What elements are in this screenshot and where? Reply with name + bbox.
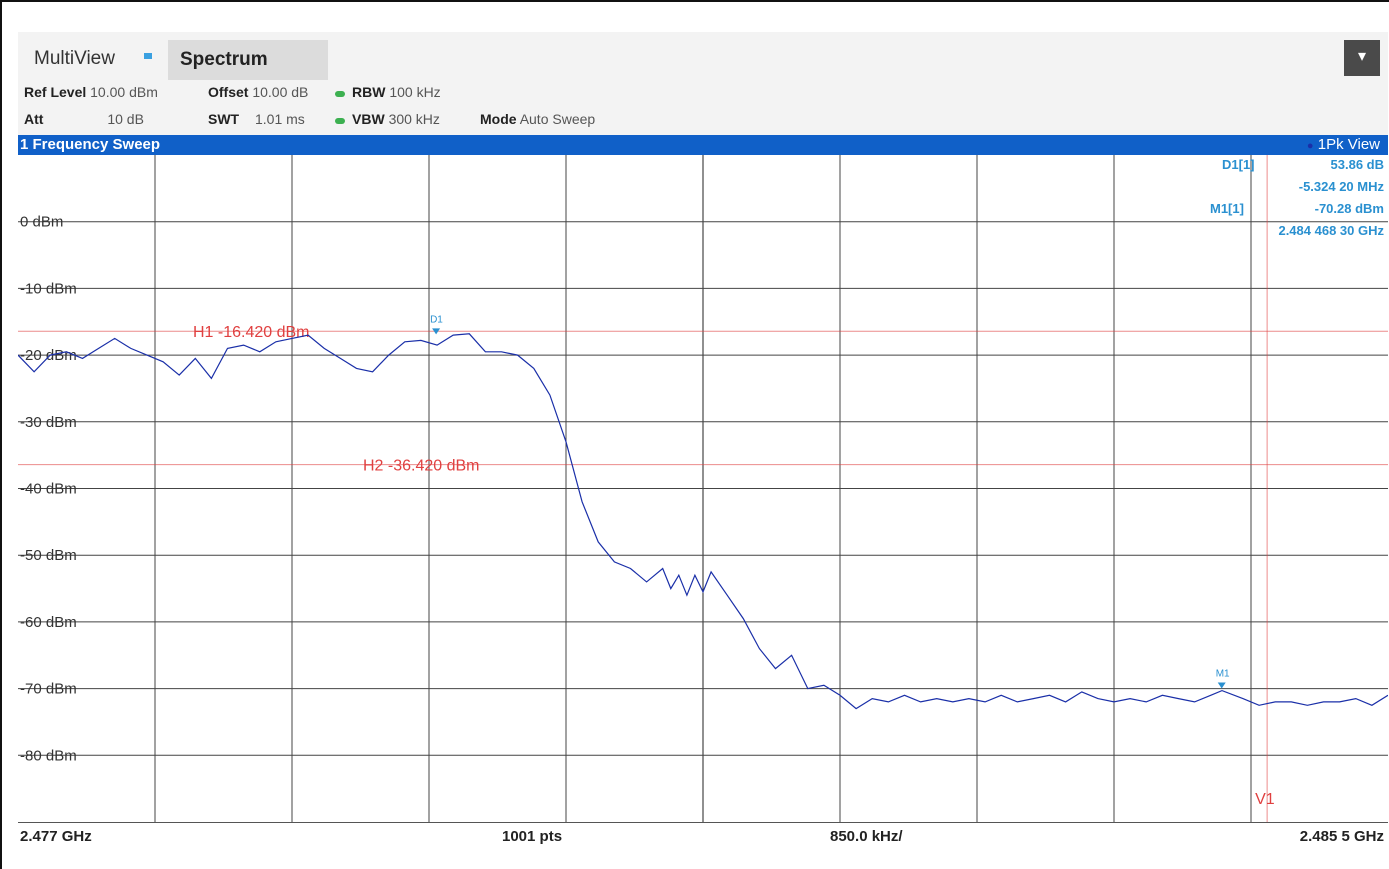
spectrum-trace [18, 333, 1388, 710]
y-tick-label: -40 dBm [20, 481, 77, 498]
marker-icon [432, 328, 441, 335]
y-tick-label: -50 dBm [20, 547, 77, 564]
att-setting[interactable]: Att 10 dB [24, 111, 144, 127]
stop-freq: 2.485 5 GHz [1299, 828, 1384, 845]
rbw-coupled-icon [335, 91, 345, 97]
vbw-setting[interactable]: VBW 300 kHz [352, 111, 440, 127]
m1-name: M1[1] [1210, 201, 1244, 216]
mode-label: Mode [480, 111, 517, 127]
trace-indicator-icon: ● [1306, 140, 1314, 152]
marker-icon [1217, 682, 1226, 689]
spectrum-chart[interactable]: 0 dBm -10 dBm -20 dBm -30 dBm -40 dBm -50 dBm… [18, 155, 1388, 822]
tab-spectrum-label: Spectrum [180, 49, 268, 70]
y-tick-label: -10 dBm [20, 280, 77, 297]
swt-value: 1.01 ms [255, 111, 305, 127]
d1-freq: -5.324 20 MHz [1298, 179, 1384, 194]
offset-setting[interactable]: Offset 10.00 dB [208, 84, 308, 100]
window-title: 1 Frequency Sweep [20, 136, 161, 153]
y-tick-label: 0 dBm [20, 214, 63, 231]
m1-value: -70.28 dBm [1314, 201, 1384, 216]
span-per-div: 850.0 kHz/ [830, 828, 903, 845]
limit-line-label: H2 -36.420 dBm [363, 458, 480, 475]
y-tick-label: -70 dBm [20, 681, 77, 698]
marker-label: D1 [430, 314, 443, 325]
window-title-bar: 1 Frequency Sweep ● 1Pk View [18, 135, 1388, 155]
y-tick-label: -60 dBm [20, 614, 77, 631]
limit-line-label: H1 -16.420 dBm [193, 324, 310, 341]
plot-area[interactable]: 0 dBm -10 dBm -20 dBm -30 dBm -40 dBm -50 dBm… [18, 155, 1388, 850]
mode-value: Auto Sweep [519, 111, 596, 127]
marker-label: M1 [1216, 668, 1230, 679]
vbw-value: 300 kHz [388, 111, 440, 127]
footer-bar: 2.477 GHz 1001 pts 850.0 kHz/ 2.485 5 GH… [18, 822, 1388, 851]
m1-freq: 2.484 468 30 GHz [1278, 223, 1384, 238]
att-label: Att [24, 111, 44, 127]
rbw-value: 100 kHz [389, 84, 441, 100]
d1-name: D1[1] [1222, 157, 1255, 172]
menu-dropdown-button[interactable]: ▾ [1344, 40, 1380, 76]
tab-bar: MultiView Spectrum ▾ [18, 32, 1388, 80]
offset-label: Offset [208, 84, 249, 100]
d1-value: 53.86 dB [1330, 157, 1384, 172]
att-value: 10 dB [107, 111, 144, 127]
trace-info-label: 1Pk View [1317, 136, 1380, 153]
multiview-indicator-icon [144, 53, 152, 59]
tab-spectrum[interactable]: Spectrum [168, 40, 328, 80]
vbw-label: VBW [352, 111, 385, 127]
rbw-label: RBW [352, 84, 386, 100]
sweep-points: 1001 pts [502, 828, 563, 845]
vbw-coupled-icon [335, 118, 345, 124]
rbw-setting[interactable]: RBW 100 kHz [352, 84, 441, 100]
y-tick-label: -20 dBm [20, 347, 77, 364]
swt-setting[interactable]: SWT 1.01 ms [208, 111, 305, 127]
analyzer-app: MultiView Spectrum ▾ Ref Level 10.00 dBm… [18, 32, 1388, 851]
mode-setting[interactable]: Mode Auto Sweep [480, 111, 595, 127]
ref-level-setting[interactable]: Ref Level 10.00 dBm [24, 84, 158, 100]
vertical-line-label: V1 [1255, 791, 1275, 808]
tab-multiview[interactable]: MultiView [34, 48, 115, 69]
ref-level-label: Ref Level [24, 84, 87, 100]
trace-info[interactable]: ● 1Pk View [1307, 136, 1380, 153]
ref-level-value: 10.00 dBm [90, 84, 158, 100]
start-freq: 2.477 GHz [20, 828, 92, 845]
offset-value: 10.00 dB [252, 84, 309, 100]
swt-label: SWT [208, 111, 240, 127]
y-tick-label: -30 dBm [20, 414, 77, 431]
y-tick-label: -80 dBm [20, 747, 77, 764]
